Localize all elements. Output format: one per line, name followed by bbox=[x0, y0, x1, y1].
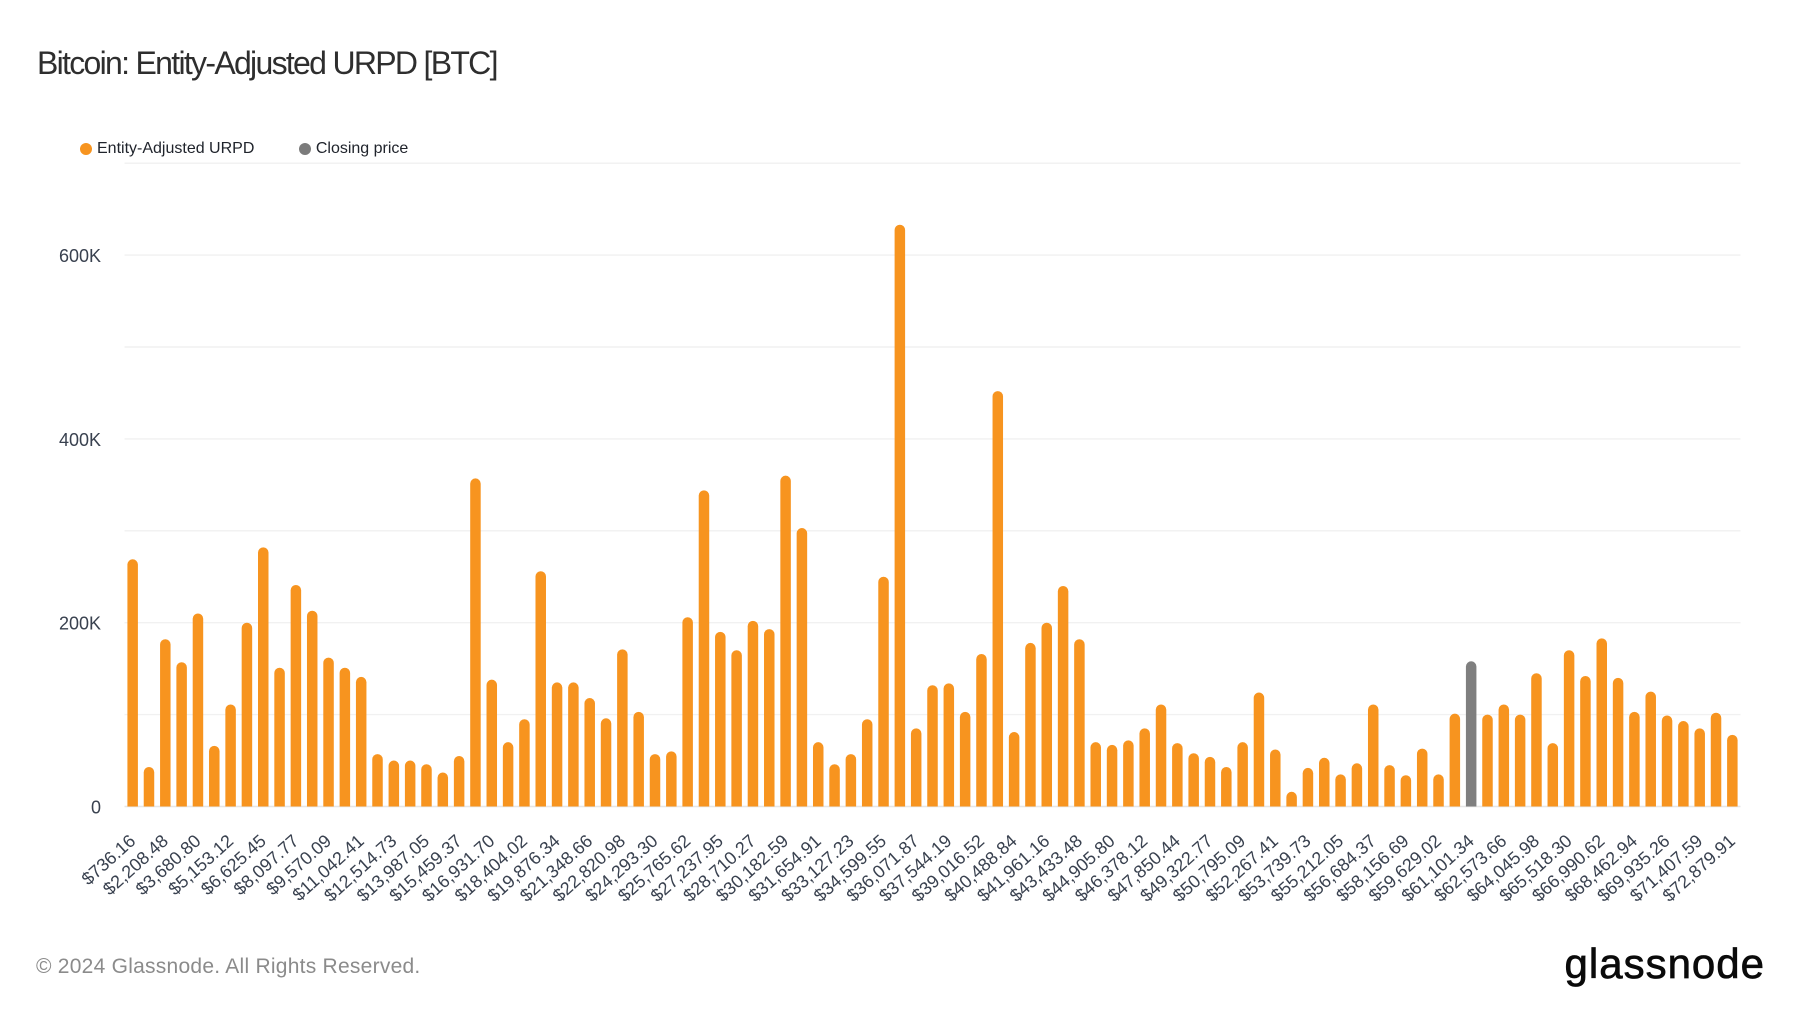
svg-text:600K: 600K bbox=[59, 246, 101, 266]
svg-text:0: 0 bbox=[91, 798, 101, 818]
svg-text:400K: 400K bbox=[59, 430, 101, 450]
svg-text:200K: 200K bbox=[59, 614, 101, 634]
